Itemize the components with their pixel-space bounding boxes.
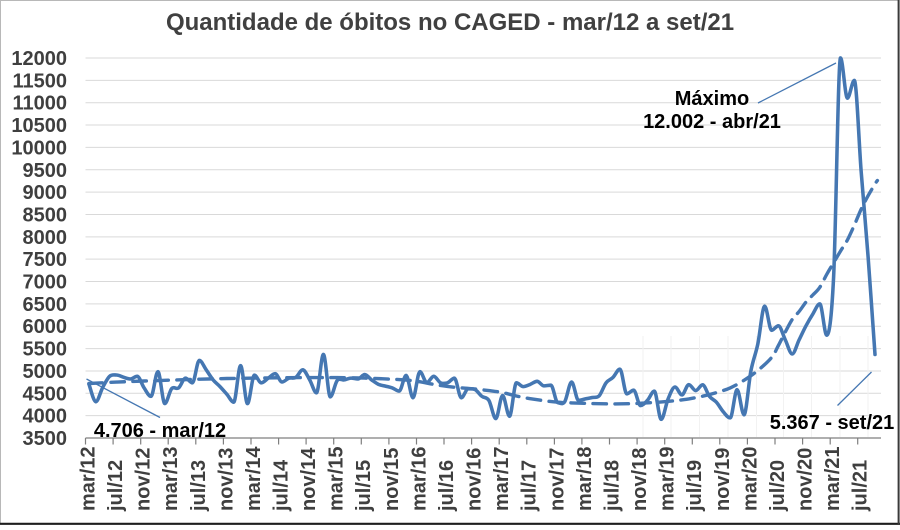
svg-text:6000: 6000 [23,316,68,338]
svg-text:mar/20: mar/20 [739,447,761,512]
svg-text:5.367 - set/21: 5.367 - set/21 [770,412,895,434]
svg-text:4.706 - mar/12: 4.706 - mar/12 [94,420,226,442]
svg-text:11000: 11000 [12,93,67,115]
svg-text:jul/15: jul/15 [353,460,375,512]
svg-text:jul/13: jul/13 [188,460,210,512]
svg-text:4500: 4500 [23,383,68,405]
svg-text:jul/12: jul/12 [105,460,127,512]
svg-text:nov/18: nov/18 [629,448,651,511]
svg-text:jul/19: jul/19 [684,460,706,512]
svg-text:mar/13: mar/13 [160,447,182,512]
svg-text:nov/20: nov/20 [795,448,817,511]
svg-text:mar/17: mar/17 [491,447,513,512]
svg-text:nov/19: nov/19 [712,448,734,511]
svg-text:10000: 10000 [11,137,67,159]
svg-text:8000: 8000 [23,227,68,249]
svg-text:nov/14: nov/14 [298,447,320,511]
svg-text:8500: 8500 [23,205,68,227]
svg-text:nov/15: nov/15 [381,448,403,511]
svg-text:jul/18: jul/18 [602,460,624,512]
svg-text:mar/14: mar/14 [243,446,265,511]
svg-text:12000: 12000 [11,48,67,70]
svg-text:4000: 4000 [23,406,68,428]
svg-text:nov/13: nov/13 [215,448,237,511]
svg-text:6500: 6500 [23,294,68,316]
svg-text:mar/15: mar/15 [326,447,348,512]
svg-text:mar/18: mar/18 [574,447,596,512]
svg-text:Máximo: Máximo [675,88,749,110]
svg-text:mar/16: mar/16 [408,447,430,512]
svg-text:5000: 5000 [23,361,68,383]
svg-text:mar/19: mar/19 [657,447,679,512]
svg-text:10500: 10500 [11,115,67,137]
svg-text:9500: 9500 [23,160,68,182]
svg-text:jul/17: jul/17 [519,460,541,512]
svg-text:jul/20: jul/20 [767,460,789,512]
svg-text:3500: 3500 [23,428,68,450]
svg-text:mar/21: mar/21 [822,447,844,512]
svg-text:5500: 5500 [23,339,68,361]
svg-text:jul/21: jul/21 [850,460,872,512]
svg-text:Quantidade de óbitos no CAGED: Quantidade de óbitos no CAGED - mar/12 a… [166,9,734,36]
svg-text:jul/16: jul/16 [436,460,458,512]
svg-text:nov/17: nov/17 [546,448,568,511]
svg-text:nov/12: nov/12 [133,448,155,511]
svg-text:9000: 9000 [23,182,68,204]
svg-text:mar/12: mar/12 [77,447,99,512]
svg-text:12.002 - abr/21: 12.002 - abr/21 [643,111,781,133]
svg-text:nov/16: nov/16 [464,448,486,511]
svg-text:7000: 7000 [23,272,68,294]
svg-text:11500: 11500 [12,70,67,92]
svg-text:7500: 7500 [23,249,68,271]
svg-text:jul/14: jul/14 [271,459,293,512]
